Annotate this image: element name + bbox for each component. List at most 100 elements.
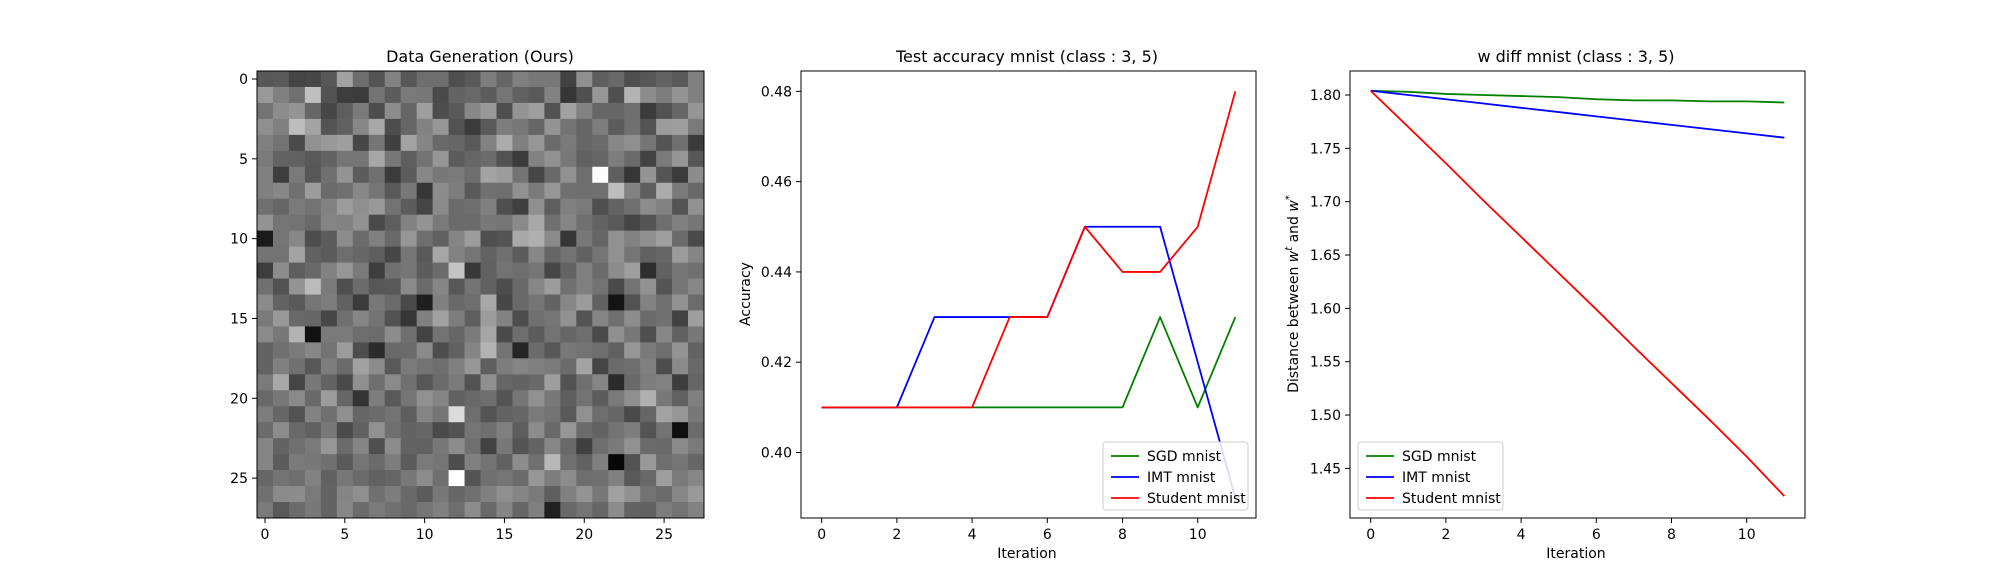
heatmap-cell: [384, 214, 402, 232]
heatmap-cell: [672, 374, 689, 391]
heatmap-cell: [480, 182, 497, 200]
x-tick-label: 8: [1118, 527, 1127, 543]
heatmap-cell: [352, 358, 370, 375]
heatmap-cell: [416, 150, 433, 168]
heatmap-cell: [528, 326, 545, 343]
wdiff-y-label: Distance between wt and w*: [1284, 195, 1302, 393]
heatmap-cell: [448, 390, 465, 407]
heatmap-cell: [416, 310, 433, 327]
heatmap-cell: [448, 406, 465, 423]
heatmap-cell: [384, 502, 402, 519]
heatmap-cell: [592, 406, 609, 423]
x-tick-label: 6: [1043, 527, 1052, 543]
heatmap-cell: [432, 262, 449, 279]
heatmap-cell: [624, 454, 641, 471]
heatmap-cell: [352, 86, 370, 104]
heatmap-cell: [464, 86, 481, 104]
heatmap-cell: [560, 150, 577, 168]
heatmap-cell: [560, 246, 577, 263]
heatmap-cell: [608, 134, 625, 152]
heatmap-cell: [416, 134, 433, 152]
legend-label: Student mnist: [1147, 491, 1246, 507]
heatmap-cell: [640, 166, 657, 184]
heatmap-cell: [272, 230, 290, 247]
heatmap-cell: [384, 230, 402, 247]
heatmap-cell: [257, 86, 274, 104]
heatmap-cell: [528, 230, 545, 247]
heatmap-cell: [400, 198, 418, 216]
heatmap-cell: [672, 310, 689, 327]
heatmap-cell: [400, 454, 418, 471]
heatmap-cell: [528, 406, 545, 423]
heatmap-cell: [688, 150, 705, 168]
heatmap-cell: [496, 470, 513, 487]
heatmap-cell: [400, 102, 418, 120]
heatmap-cell: [544, 310, 561, 327]
legend-box: [1102, 441, 1249, 511]
heatmap-cell: [400, 262, 418, 279]
heatmap-cell: [257, 166, 274, 184]
heatmap-cell: [464, 422, 481, 439]
heatmap-cell: [624, 470, 641, 487]
heatmap-cell: [400, 71, 418, 88]
heatmap-cell: [576, 262, 593, 279]
heatmap-cell: [480, 374, 497, 391]
heatmap-cell: [352, 342, 370, 359]
heatmap-cell: [544, 214, 561, 232]
y-tick-label: 1.45: [1310, 461, 1341, 477]
heatmap-cell: [352, 390, 370, 407]
heatmap-cell: [320, 150, 338, 168]
heatmap-cell: [544, 374, 561, 391]
heatmap-cell: [576, 294, 593, 311]
heatmap-cell: [640, 390, 657, 407]
heatmap-cell: [640, 262, 657, 279]
heatmap-cell: [272, 358, 290, 375]
heatmap-cell: [272, 326, 290, 343]
heatmap-cell: [544, 406, 561, 423]
heatmap-cell: [304, 86, 322, 104]
heatmap-cell: [464, 278, 481, 295]
heatmap-cell: [320, 278, 338, 295]
heatmap-cell: [640, 438, 657, 455]
heatmap-cell: [544, 342, 561, 359]
heatmap-cell: [608, 438, 625, 455]
heatmap-cell: [576, 198, 593, 216]
heatmap-cell: [257, 342, 274, 359]
heatmap-cell: [512, 246, 529, 263]
heatmap-cell: [624, 486, 641, 503]
heatmap-cell: [592, 438, 609, 455]
heatmap-cell: [288, 230, 306, 247]
heatmap-cell: [576, 390, 593, 407]
heatmap-cell: [656, 198, 673, 216]
heatmap-cell: [688, 118, 705, 136]
heatmap-cell: [656, 246, 673, 263]
heatmap-cell: [624, 278, 641, 295]
heatmap-cell: [512, 454, 529, 471]
heatmap-cell: [656, 454, 673, 471]
heatmap-cell: [432, 342, 449, 359]
heatmap-cell: [336, 310, 354, 327]
heatmap-axes: 0 5 10 15 20 25 0 5 10 15 20 25: [230, 72, 673, 543]
heatmap-cell: [480, 310, 497, 327]
legend-label: SGD mnist: [1147, 449, 1222, 465]
heatmap-cell: [257, 422, 274, 439]
heatmap-cell: [608, 422, 625, 439]
heatmap-cell: [672, 230, 689, 247]
heatmap-cell: [544, 470, 561, 487]
heatmap-cell: [656, 486, 673, 503]
wdiff-frame: [1349, 70, 1806, 519]
heatmap-cell: [688, 342, 705, 359]
heatmap-cell: [400, 502, 418, 519]
heatmap-cell: [608, 118, 625, 136]
heatmap-cell: [352, 470, 370, 487]
series-line-student-mnist: [821, 91, 1237, 409]
heatmap-cell: [416, 470, 433, 487]
heatmap-cell: [400, 358, 418, 375]
heatmap-cell: [656, 502, 673, 519]
heatmap-cell: [496, 198, 513, 216]
heatmap-cell: [672, 166, 689, 184]
y-tick-label: 1.65: [1310, 248, 1341, 264]
heatmap-cell: [688, 86, 705, 104]
heatmap-cell: [640, 71, 657, 88]
heatmap-cell: [672, 262, 689, 279]
